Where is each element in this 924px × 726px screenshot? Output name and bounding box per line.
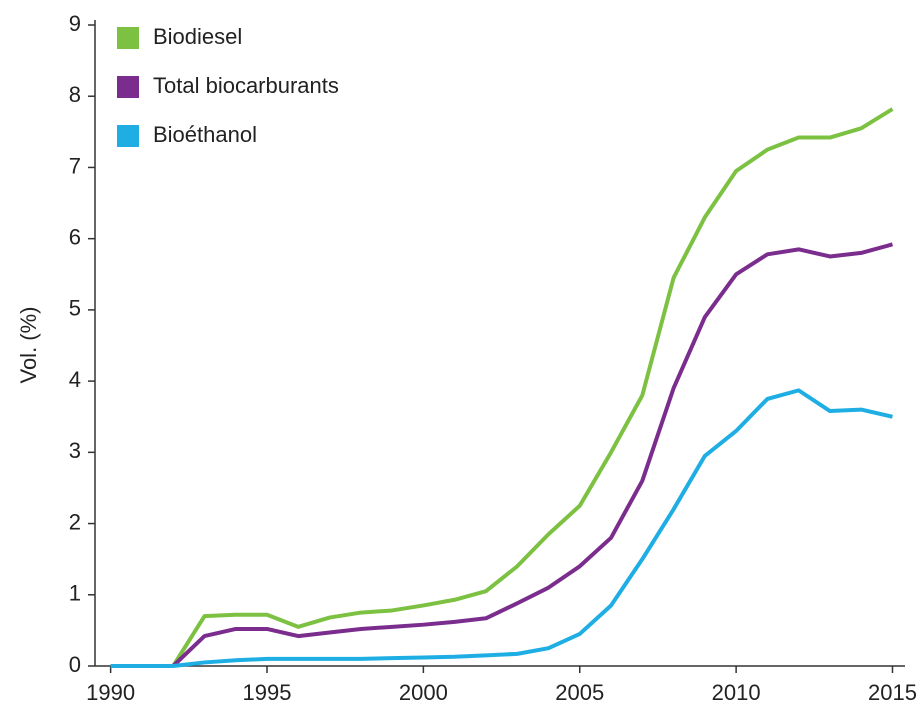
legend-swatch bbox=[117, 125, 139, 147]
x-tick-label: 2005 bbox=[555, 680, 604, 705]
legend-swatch bbox=[117, 27, 139, 49]
y-axis-label: Vol. (%) bbox=[16, 306, 41, 383]
y-tick-label: 9 bbox=[69, 11, 81, 36]
line-series bbox=[110, 107, 894, 668]
y-tick-label: 4 bbox=[69, 367, 81, 392]
line-series bbox=[110, 242, 894, 668]
line-series bbox=[110, 388, 893, 668]
y-tick-label: 5 bbox=[69, 296, 81, 321]
x-tick-label: 2010 bbox=[712, 680, 761, 705]
y-tick-label: 6 bbox=[69, 224, 81, 249]
y-tick-label: 0 bbox=[69, 652, 81, 677]
y-tick-label: 7 bbox=[69, 153, 81, 178]
legend-label: Bioéthanol bbox=[153, 122, 257, 147]
x-tick-label: 2015 bbox=[868, 680, 917, 705]
y-tick-label: 2 bbox=[69, 509, 81, 534]
x-tick-label: 1995 bbox=[243, 680, 292, 705]
x-tick-label: 1990 bbox=[86, 680, 135, 705]
legend-label: Total biocarburants bbox=[153, 73, 339, 98]
y-tick-label: 8 bbox=[69, 82, 81, 107]
y-tick-label: 1 bbox=[69, 581, 81, 606]
legend-label: Biodiesel bbox=[153, 24, 242, 49]
x-tick-label: 2000 bbox=[399, 680, 448, 705]
legend-swatch bbox=[117, 76, 139, 98]
y-tick-label: 3 bbox=[69, 438, 81, 463]
